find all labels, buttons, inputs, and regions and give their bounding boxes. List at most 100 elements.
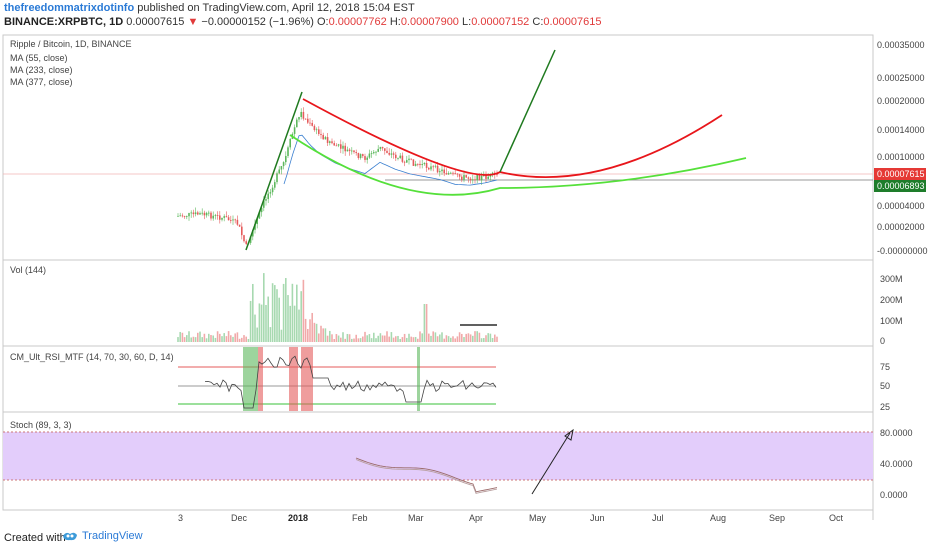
arrow-head-icon [564, 428, 574, 441]
candle-body [252, 229, 254, 237]
volume-bar [236, 332, 239, 342]
volume-bar [234, 333, 236, 342]
volume-bar [381, 335, 384, 342]
candle-body [386, 150, 388, 153]
candle-body [395, 154, 397, 159]
volume-bar [230, 335, 232, 342]
candle-body [335, 145, 338, 147]
volume-bar [194, 337, 197, 342]
volume-bar [359, 338, 362, 342]
candle-body [311, 122, 313, 126]
candle-body [364, 156, 366, 160]
tradingview-link[interactable]: TradingView [62, 530, 143, 542]
volume-bar [368, 334, 371, 342]
volume-bar [406, 337, 408, 342]
volume-bar [269, 327, 272, 342]
close-label: C: [532, 16, 544, 28]
volume-bar [487, 333, 489, 342]
candle-body [186, 216, 188, 218]
volume-bar [331, 334, 333, 342]
candle-body [425, 162, 428, 168]
candle-body [414, 163, 417, 166]
volume-bar [458, 332, 461, 342]
candle-body [210, 212, 212, 219]
candle-body [326, 137, 329, 143]
candle-body [450, 172, 452, 174]
volume-bar [300, 291, 302, 342]
candle-body [392, 153, 395, 155]
candle-body [461, 176, 463, 180]
volume-bar [414, 336, 417, 342]
rsi-pane[interactable] [2, 345, 874, 413]
candle-body [340, 144, 342, 149]
chart-canvas[interactable]: Ripple / Bitcoin, 1D, BINANCE MA (55, cl… [0, 0, 932, 527]
volume-bar [289, 305, 291, 342]
volume-bar [421, 333, 423, 342]
symbol-label: BINANCE:XRPBTC, 1D [4, 16, 124, 28]
volume-bar [307, 328, 309, 342]
trend-line-rise[interactable] [245, 91, 303, 251]
volume-bar [472, 335, 474, 342]
volume-bar [254, 314, 256, 342]
candle-body [381, 146, 384, 149]
volume-bar [425, 304, 428, 342]
candle-body [344, 145, 346, 152]
candle-body [267, 193, 269, 200]
candle-body [179, 215, 181, 217]
volume-pane[interactable] [2, 259, 874, 347]
candle-body [480, 175, 483, 181]
volume-bar [478, 332, 481, 342]
candle-body [432, 166, 434, 168]
author-link[interactable]: thefreedommatrixdotinfo [4, 2, 135, 14]
candle-body [417, 163, 419, 165]
price-tick: -0.00000000 [877, 246, 928, 256]
volume-bar [353, 338, 355, 342]
volume-bar [434, 332, 437, 342]
volume-bar [223, 333, 225, 342]
candle-body [282, 162, 285, 167]
candle-body [304, 118, 307, 120]
candle-body [353, 150, 355, 153]
candle-body [263, 200, 265, 208]
candle-body [236, 219, 239, 225]
candle-body [467, 177, 470, 179]
support-arc[interactable] [289, 134, 747, 196]
candle-body [469, 178, 472, 181]
candle-body [249, 236, 252, 243]
trend-line-projection[interactable] [499, 49, 556, 173]
candle-body [243, 235, 245, 242]
candle-body [337, 144, 340, 146]
candle-body [377, 148, 379, 152]
volume-bar [183, 337, 186, 342]
candle-body [201, 212, 203, 214]
volume-bar [203, 333, 206, 342]
volume-bar [337, 335, 340, 342]
volume-bar [465, 333, 467, 342]
candle-body [375, 151, 377, 153]
volume-bar [333, 338, 335, 342]
candle-body [359, 154, 362, 159]
candle-body [300, 111, 302, 117]
stoch-arrow-line[interactable] [531, 432, 571, 495]
last-price-badge [874, 168, 926, 180]
volume-bar [326, 335, 329, 342]
volume-bar [256, 327, 258, 342]
ma-233-label: MA (233, close) [10, 65, 73, 75]
candle-body [472, 179, 474, 181]
candle-body [491, 172, 494, 175]
tradingview-logo-icon [63, 532, 77, 541]
volume-bar [201, 337, 203, 342]
volume-bar [384, 335, 386, 342]
time-tick: Oct [829, 513, 844, 523]
volume-bar [318, 333, 320, 342]
volume-bar [214, 337, 217, 342]
volume-bar [408, 333, 410, 342]
candle-body [401, 155, 404, 162]
time-tick: Feb [352, 513, 368, 523]
rsi-zone [258, 347, 263, 411]
stoch-k-line [355, 457, 498, 493]
candle-body [342, 145, 344, 149]
volume-bar [186, 335, 188, 342]
volume-bar [373, 332, 375, 342]
price-pane[interactable] [2, 34, 874, 261]
